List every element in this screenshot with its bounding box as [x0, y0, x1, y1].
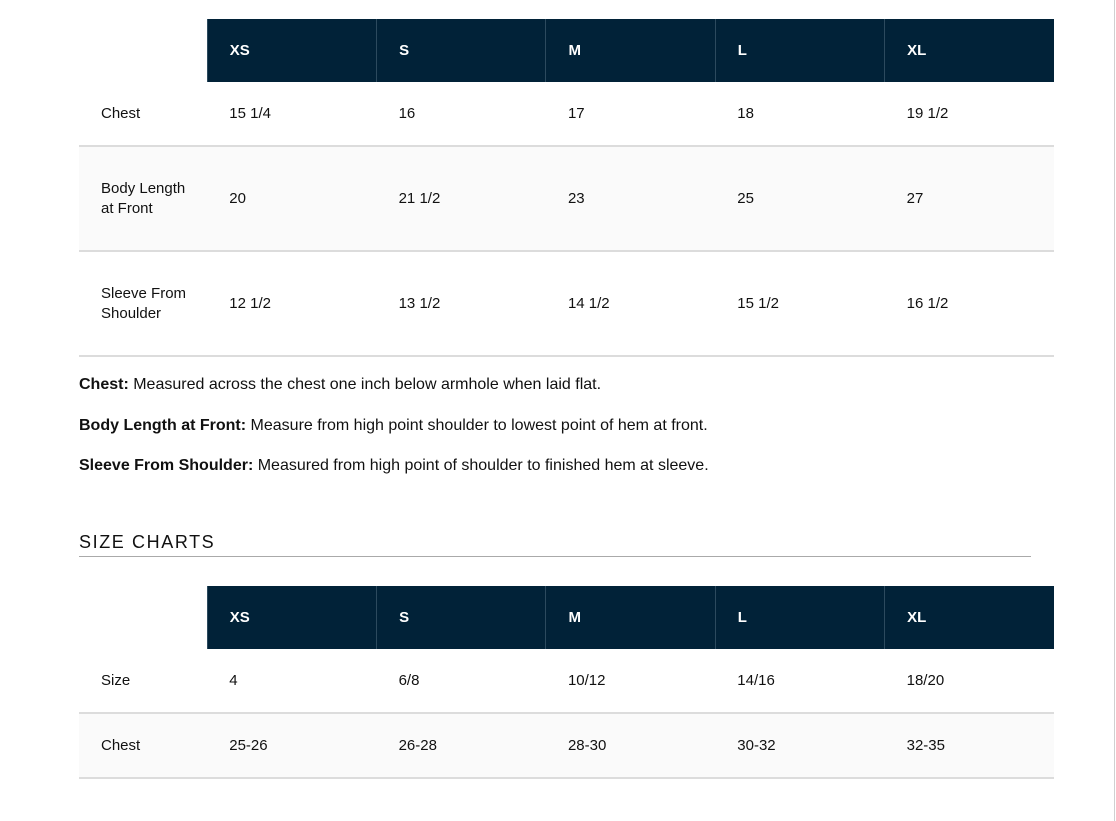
cell: 23	[545, 146, 716, 252]
note-text: Measured across the chest one inch below…	[128, 376, 602, 393]
note-chest: Chest: Measured across the chest one inc…	[79, 376, 601, 394]
row-label: Chest	[79, 713, 208, 779]
scrollbar-edge	[1114, 0, 1115, 821]
cell: 21 1/2	[376, 146, 546, 252]
header-blank	[79, 19, 208, 82]
header-blank	[79, 586, 208, 649]
cell: 30-32	[715, 713, 885, 779]
header-row: XS S M L XL	[79, 19, 1054, 82]
note-term: Chest:	[79, 376, 129, 393]
cell: 16	[376, 82, 546, 147]
cell: 18/20	[884, 649, 1054, 714]
measurements-table: XS S M L XL Chest 15 1/4 16 17 18 19 1/2…	[79, 19, 1054, 357]
cell: 14/16	[715, 649, 885, 714]
section-divider	[79, 556, 1031, 557]
header-row: XS S M L XL	[79, 586, 1054, 649]
section-title: SIZE CHARTS	[79, 532, 216, 552]
table-row: Body Length at Front 20 21 1/2 23 25 27	[79, 146, 1054, 252]
size-chart-table: XS S M L XL Size 4 6/8 10/12 14/16 18/20…	[79, 586, 1054, 779]
cell: 14 1/2	[545, 251, 716, 357]
cell: 27	[884, 146, 1054, 252]
cell: 16 1/2	[884, 251, 1054, 357]
cell: 20	[207, 146, 377, 252]
cell: 17	[545, 82, 716, 147]
cell: 18	[715, 82, 885, 147]
cell: 13 1/2	[376, 251, 546, 357]
table-row: Sleeve From Shoulder 12 1/2 13 1/2 14 1/…	[79, 251, 1054, 357]
header-xl: XL	[884, 19, 1054, 82]
cell: 19 1/2	[884, 82, 1054, 147]
header-s: S	[376, 586, 546, 649]
header-m: M	[545, 586, 716, 649]
note-text: Measure from high point shoulder to lowe…	[246, 417, 708, 434]
table-row: Chest 25-26 26-28 28-30 30-32 32-35	[79, 713, 1054, 779]
cell: 15 1/2	[715, 251, 885, 357]
row-label: Chest	[79, 82, 208, 147]
note-body-length: Body Length at Front: Measure from high …	[79, 417, 708, 435]
header-xs: XS	[206, 586, 377, 649]
cell: 28-30	[545, 713, 716, 779]
note-text: Measured from high point of shoulder to …	[253, 457, 709, 474]
cell: 25	[715, 146, 885, 252]
header-m: M	[545, 19, 716, 82]
note-term: Body Length at Front:	[79, 417, 247, 434]
row-label: Size	[79, 649, 208, 714]
header-xl: XL	[884, 586, 1054, 649]
table-row: Size 4 6/8 10/12 14/16 18/20	[79, 649, 1054, 714]
cell: 4	[207, 649, 377, 714]
cell: 25-26	[207, 713, 377, 779]
header-xs: XS	[206, 19, 377, 82]
cell: 26-28	[376, 713, 546, 779]
cell: 10/12	[545, 649, 716, 714]
row-label: Body Length at Front	[79, 146, 208, 252]
row-label: Sleeve From Shoulder	[79, 251, 208, 357]
cell: 12 1/2	[207, 251, 377, 357]
header-s: S	[376, 19, 546, 82]
cell: 6/8	[376, 649, 546, 714]
note-term: Sleeve From Shoulder:	[79, 457, 254, 474]
header-l: L	[714, 19, 885, 82]
cell: 15 1/4	[207, 82, 377, 147]
table-row: Chest 15 1/4 16 17 18 19 1/2	[79, 82, 1054, 147]
note-sleeve: Sleeve From Shoulder: Measured from high…	[79, 457, 709, 475]
cell: 32-35	[884, 713, 1054, 779]
header-l: L	[714, 586, 885, 649]
